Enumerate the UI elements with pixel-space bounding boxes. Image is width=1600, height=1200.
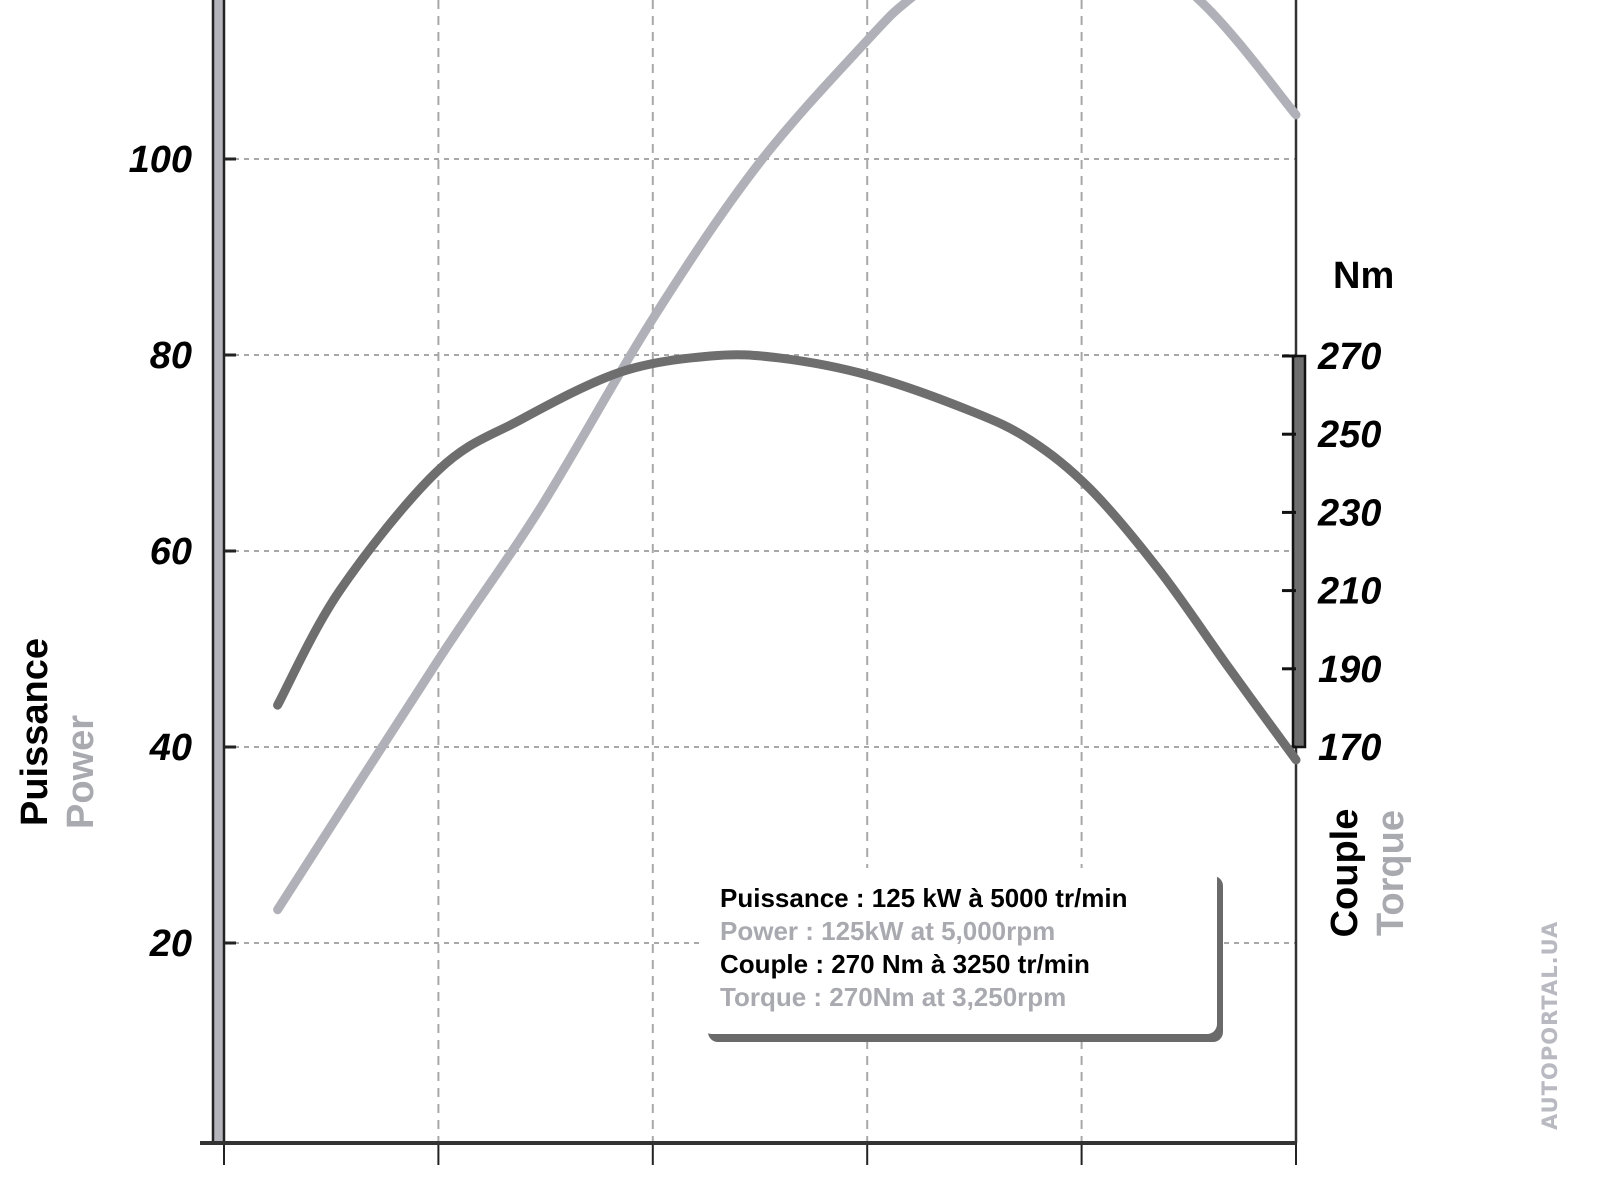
right-tick-label: 250 bbox=[1317, 414, 1381, 456]
right-axis bbox=[1291, 354, 1307, 749]
legend-power-fr: Puissance : 125 kW à 5000 tr/min bbox=[720, 883, 1128, 913]
left-axis bbox=[211, 0, 226, 1145]
torque-curve bbox=[273, 350, 1301, 765]
legend-torque-en: Torque : 270Nm at 3,250rpm bbox=[720, 982, 1067, 1012]
right-tick-label: 170 bbox=[1318, 727, 1381, 769]
tick-labels: 20 40 60 80 100 170 190 210 230 250 270 bbox=[129, 139, 1382, 965]
power-curve bbox=[273, 0, 1301, 915]
watermark: AUTOPORTAL.UA bbox=[1538, 920, 1562, 1130]
legend-power-en: Power : 125kW at 5,000rpm bbox=[720, 916, 1056, 946]
right-axis-label-en: Torque bbox=[1370, 810, 1412, 936]
left-tick-label: 20 bbox=[149, 923, 192, 965]
left-tick-label: 60 bbox=[150, 531, 192, 573]
axes bbox=[200, 0, 1307, 1165]
left-tick-label: 40 bbox=[149, 727, 192, 769]
right-tick-label: 210 bbox=[1317, 571, 1381, 613]
legend-torque-fr: Couple : 270 Nm à 3250 tr/min bbox=[720, 949, 1090, 979]
series bbox=[273, 0, 1301, 915]
left-axis-label-fr: Puissance bbox=[14, 638, 56, 826]
right-tick-label: 230 bbox=[1317, 492, 1381, 534]
left-tick-label: 80 bbox=[150, 335, 192, 377]
right-axis-label-fr: Couple bbox=[1324, 809, 1366, 938]
left-tick-label: 100 bbox=[129, 139, 192, 181]
right-tick-label: 190 bbox=[1318, 649, 1381, 691]
legend-box: Puissance : 125 kW à 5000 tr/min Power :… bbox=[702, 868, 1217, 1034]
right-tick-label: 270 bbox=[1317, 336, 1381, 378]
right-axis-unit: Nm bbox=[1333, 255, 1394, 297]
left-axis-label-en: Power bbox=[60, 715, 102, 829]
